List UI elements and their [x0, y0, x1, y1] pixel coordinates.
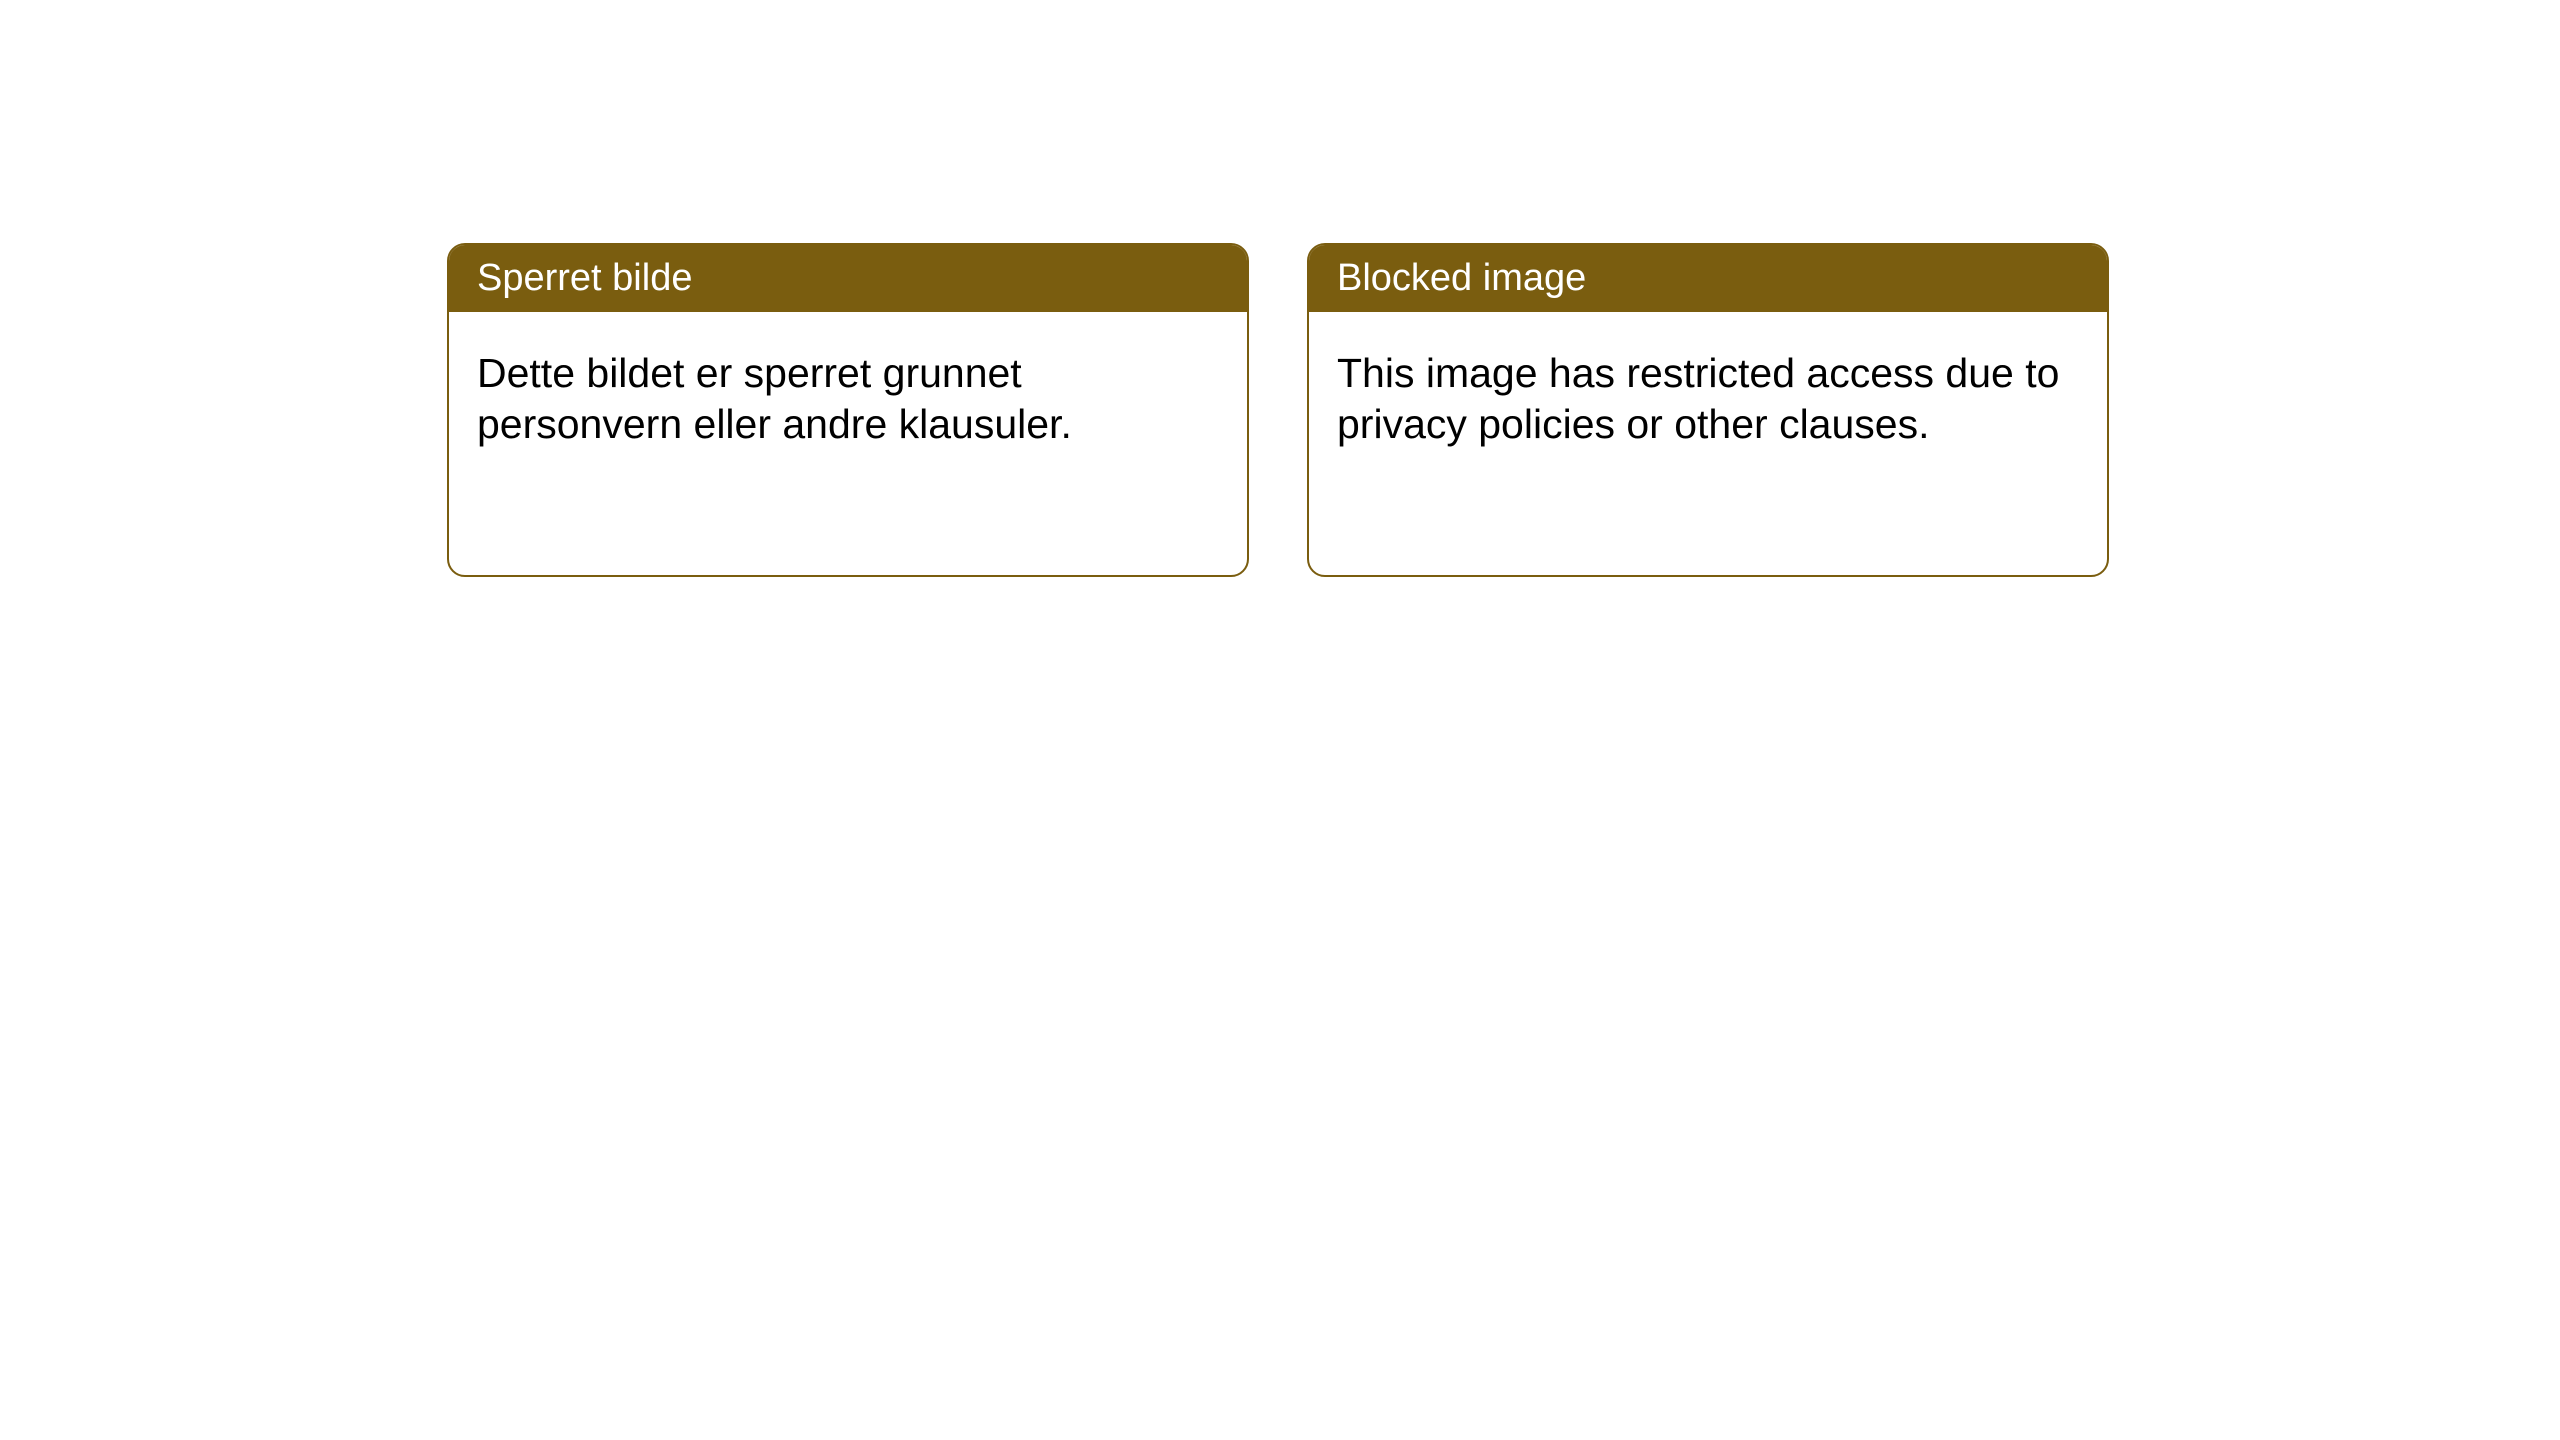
notice-card-no: Sperret bilde Dette bildet er sperret gr… — [447, 243, 1249, 577]
notice-body: Dette bildet er sperret grunnet personve… — [449, 312, 1247, 487]
notice-container: Sperret bilde Dette bildet er sperret gr… — [0, 0, 2560, 577]
notice-card-en: Blocked image This image has restricted … — [1307, 243, 2109, 577]
notice-title: Sperret bilde — [449, 245, 1247, 312]
notice-title: Blocked image — [1309, 245, 2107, 312]
notice-body: This image has restricted access due to … — [1309, 312, 2107, 487]
